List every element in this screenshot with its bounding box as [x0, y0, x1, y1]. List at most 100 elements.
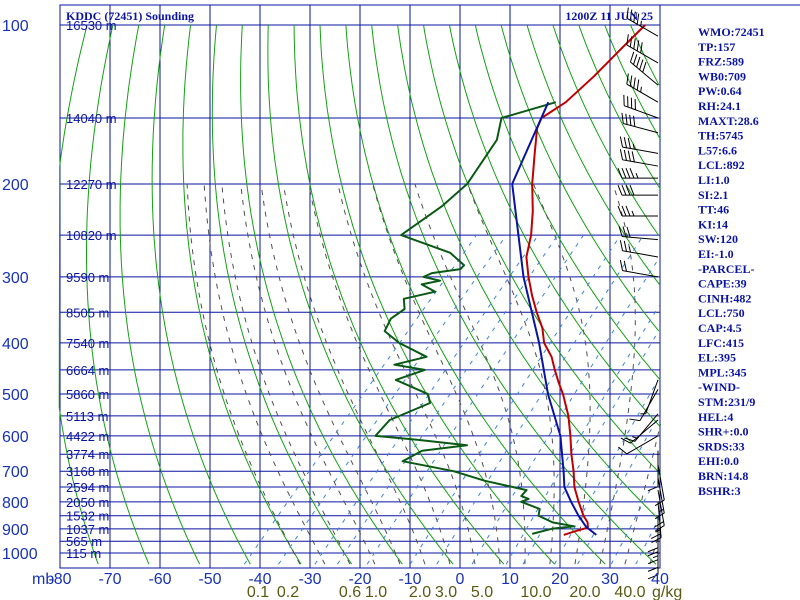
height-label: 7540 m [66, 336, 109, 351]
stability-index-list: WMO:72451TP:157FRZ:589WB0:709PW:0.64RH:2… [698, 25, 765, 498]
wind-barb [629, 389, 659, 422]
stability-index-item: LCL:892 [698, 158, 745, 172]
mixing-ratio-tick-label: 1.0 [365, 584, 387, 600]
wind-barb [617, 205, 658, 217]
stability-index-item: SW:120 [698, 232, 738, 246]
stability-index-item: CAP:4.5 [698, 321, 742, 335]
stability-index-item: L57:6.6 [698, 143, 737, 157]
height-label: 2050 m [66, 495, 109, 510]
stability-index-item: EHI:0.0 [698, 454, 739, 468]
dry-adiabat-line [552, 24, 659, 236]
stability-index-item: STM:231/9 [698, 395, 755, 409]
moist-adiabat-line [240, 183, 376, 565]
mixing-ratio-tick-label: 0.2 [277, 584, 299, 600]
wind-barb [647, 450, 659, 492]
temperature-tick-label: -60 [148, 571, 171, 588]
stability-index-item: CINH:482 [698, 291, 751, 305]
dry-adiabat-line [500, 24, 660, 332]
temperature-tick-label: -50 [198, 571, 221, 588]
moist-adiabat-line [203, 183, 326, 565]
wind-barb [647, 538, 659, 580]
dry-adiabat-line [578, 24, 662, 190]
dewpoint-profile-line [374, 101, 575, 535]
wind-barb [620, 419, 659, 444]
stability-index-item: MPL:345 [698, 365, 747, 379]
mixing-ratio-unit: g/kg [652, 584, 682, 600]
dry-adiabat-line [630, 24, 660, 86]
moist-adiabat-line [260, 183, 401, 565]
temperature-tick-label: -30 [298, 571, 321, 588]
moist-adiabat-line [466, 183, 555, 565]
stability-index-item: SRDS:33 [698, 439, 745, 453]
pressure-tick-label: 300 [2, 270, 29, 287]
pressure-tick-label: 600 [2, 429, 29, 446]
pressure-tick-label: 200 [2, 177, 29, 194]
chart-grid [59, 4, 800, 569]
height-label: 3774 m [66, 447, 109, 462]
stability-index-item: FRZ:589 [698, 55, 744, 69]
stability-index-item: SHR+:0.0 [698, 425, 749, 439]
sounding-series [374, 24, 646, 536]
stability-index-item: LI:1.0 [698, 173, 730, 187]
temperature-tick-label: -80 [48, 571, 71, 588]
moist-adiabat-line [186, 183, 301, 565]
temperature-tick-label: -20 [348, 571, 371, 588]
height-label: 16530 m [66, 18, 117, 33]
wind-barb [629, 51, 659, 86]
dry-adiabat-line [319, 24, 555, 565]
wind-barb [617, 184, 658, 196]
mixing-ratio-line [278, 234, 507, 565]
moist-adiabat-line [221, 183, 351, 565]
wind-barb [626, 34, 659, 64]
wind-barb [623, 94, 659, 119]
stability-index-item: KI:14 [698, 217, 728, 231]
dry-adiabat-line [423, 24, 662, 475]
height-label: 1532 m [66, 509, 109, 524]
height-label: 1037 m [66, 522, 109, 537]
mixing-ratio-line [577, 415, 660, 565]
moist-adiabat-line [599, 183, 636, 565]
height-label: 3168 m [66, 464, 109, 479]
mixing-ratio-tick-label: 3.0 [435, 584, 457, 600]
mixing-ratio-line [471, 260, 658, 565]
height-label: 8505 m [66, 305, 109, 320]
wind-barb [619, 260, 659, 278]
wind-barb [650, 501, 662, 543]
pressure-tick-label: 800 [2, 495, 29, 512]
stability-index-item: TP:157 [698, 40, 735, 54]
mixing-ratio-line [409, 234, 621, 565]
wind-barb [619, 240, 659, 258]
isotherm-line [300, 164, 660, 564]
stability-index-item: TH:5745 [698, 129, 743, 143]
mixing-ratio-line [505, 305, 660, 565]
wind-barbs [617, 7, 665, 580]
height-label: 10820 m [66, 228, 117, 243]
stability-index-item: TT:46 [698, 203, 729, 217]
stability-index-item: CAPE:39 [698, 277, 747, 291]
dry-adiabat-line [604, 24, 662, 141]
moist-adiabat-line [308, 183, 451, 565]
pressure-tick-label: 700 [2, 464, 29, 481]
moist-adiabat-line [414, 183, 526, 565]
isotherm-line [100, 25, 585, 564]
mixing-ratio-line [337, 234, 559, 565]
wind-barb [621, 112, 659, 134]
stability-index-item: PW:0.64 [698, 84, 742, 98]
mixing-ratio-tick-label: 40.0 [614, 584, 645, 600]
isotherm-line [250, 109, 660, 565]
dry-adiabat-line [182, 24, 302, 565]
isotherm-line [150, 25, 635, 564]
mixing-ratio-line [436, 234, 644, 565]
temperature-tick-label: -40 [248, 571, 271, 588]
mixing-ratio-line [554, 379, 659, 565]
moist-adiabat-line [372, 183, 501, 565]
stability-index-item: SI:2.1 [698, 188, 728, 202]
dry-adiabat-line [371, 24, 657, 565]
pressure-tick-label: 400 [2, 336, 29, 353]
temperature-tick-label: 40 [651, 571, 669, 588]
stability-index-item: EI:-1.0 [698, 247, 734, 261]
stability-index-item: EL:395 [698, 351, 736, 365]
sounding-time: 1200Z 11 JUN 25 [565, 9, 653, 23]
mixing-ratio-line [366, 234, 584, 565]
